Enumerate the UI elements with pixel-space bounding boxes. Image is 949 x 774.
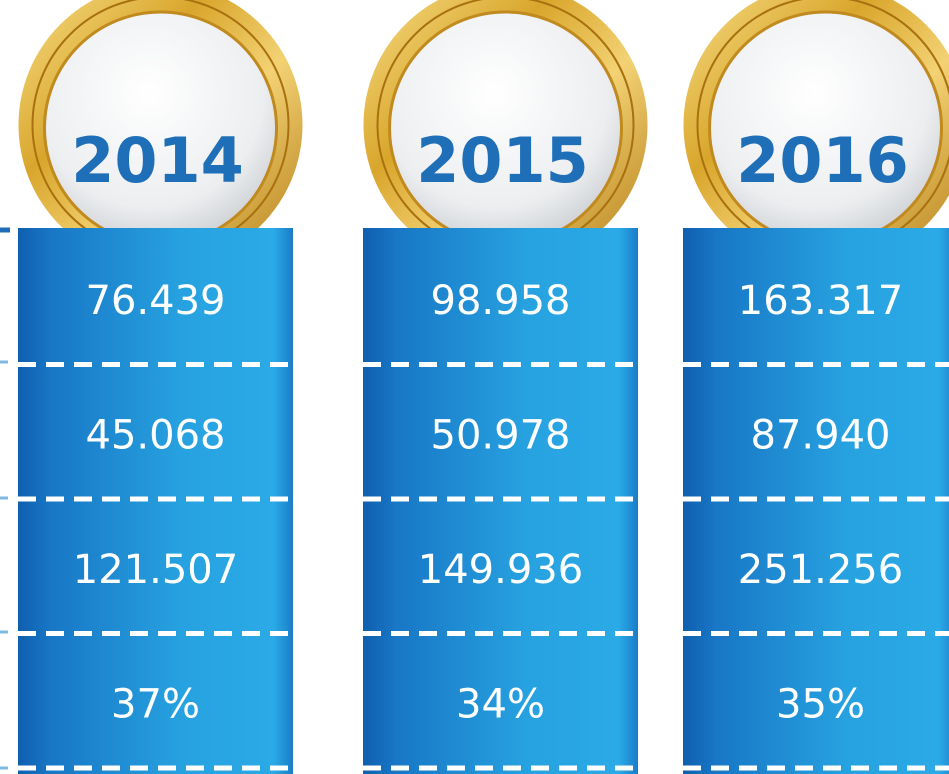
cell-value: 87.940 [751, 413, 891, 459]
cell-value: 121.507 [73, 547, 238, 593]
cell-value: 37% [111, 682, 200, 728]
page: 2014 76.439 45.068 121.507 37% 2015 98.958 50.9… [0, 0, 949, 774]
cell-value: 149.936 [418, 547, 583, 593]
cell-value: 251.256 [738, 547, 903, 593]
year-label: 2014 [71, 124, 244, 197]
year-label: 2016 [736, 124, 909, 197]
cell-value: 163.317 [738, 278, 903, 324]
cell-value: 35% [776, 682, 865, 728]
year-column: 2015 98.958 50.978 149.936 34% [363, 0, 648, 774]
cell-value: 76.439 [86, 278, 226, 324]
cell-value: 34% [456, 682, 545, 728]
left-edge-ticks [0, 230, 10, 768]
year-label: 2015 [416, 124, 589, 197]
year-column: 2014 76.439 45.068 121.507 37% [18, 0, 303, 774]
cell-value: 98.958 [431, 278, 571, 324]
cell-value: 50.978 [431, 413, 571, 459]
year-column: 2016 163.317 87.940 251.256 35% [683, 0, 949, 774]
cell-value: 45.068 [86, 413, 226, 459]
infographic: 2014 76.439 45.068 121.507 37% 2015 98.958 50.9… [0, 0, 949, 774]
